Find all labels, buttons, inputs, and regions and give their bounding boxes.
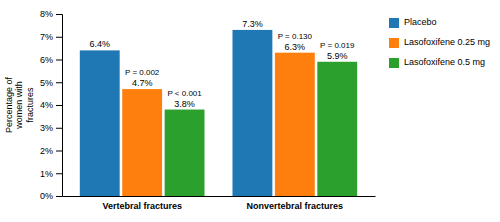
bar	[317, 62, 357, 196]
legend-item: Placebo	[389, 17, 437, 28]
x-tick-label: Vertebral fractures	[102, 201, 182, 211]
y-tick-mark	[56, 196, 62, 197]
y-tick-mark	[56, 14, 62, 15]
y-tick: 8%	[40, 9, 62, 19]
x-axis: Vertebral fractures Nonvertebral fracture…	[63, 197, 376, 212]
bar	[80, 50, 120, 196]
x-axis-line	[63, 196, 376, 197]
y-tick-label: 6%	[40, 55, 53, 65]
data-label: 5.9%	[327, 51, 348, 61]
data-label: 3.8%	[174, 99, 195, 109]
data-labels: 6.4% 7.3% 4.7% 6.3% 3.8% 5.9% P = 0.002 P < 0.0…	[89, 19, 354, 109]
annotation: P = 0.019	[320, 41, 355, 50]
y-tick-label: 4%	[40, 100, 53, 110]
y-tick-mark	[56, 105, 62, 106]
y-tick: 0%	[40, 191, 62, 201]
bar	[122, 89, 162, 196]
y-tick-mark	[56, 82, 62, 83]
y-tick-mark	[56, 37, 62, 38]
data-label: 6.3%	[285, 42, 306, 52]
y-tick-mark	[56, 173, 62, 174]
legend-label: Lasofoxifene 0.5 mg	[404, 57, 485, 67]
data-label: 6.4%	[89, 39, 110, 49]
bar	[232, 30, 272, 196]
y-tick-label: 7%	[40, 32, 53, 42]
legend-swatch	[389, 18, 399, 28]
y-tick-label: 8%	[40, 9, 53, 19]
y-axis: 0% 1% 2% 3% 4% 5% 6% 7% 8%	[40, 9, 63, 201]
y-tick-mark	[56, 128, 62, 129]
bars	[80, 30, 357, 196]
y-tick-label: 2%	[40, 146, 53, 156]
data-label: 4.7%	[132, 78, 153, 88]
legend-swatch	[389, 58, 399, 68]
annotation: P = 0.130	[278, 32, 313, 41]
legend-label: Placebo	[404, 17, 437, 27]
y-tick: 5%	[40, 78, 62, 88]
y-tick-mark	[56, 60, 62, 61]
legend-swatch	[389, 38, 399, 48]
data-label: 7.3%	[242, 19, 263, 29]
legend: Placebo Lasofoxifene 0.25 mg Lasofoxifene …	[389, 17, 490, 68]
legend-item: Lasofoxifene 0.5 mg	[389, 57, 485, 68]
y-tick-label: 5%	[40, 78, 53, 88]
y-tick: 2%	[40, 146, 62, 156]
y-tick: 1%	[40, 169, 62, 179]
x-tick: Nonvertebral fractures	[247, 201, 344, 211]
chart: 0% 1% 2% 3% 4% 5% 6% 7% 8% Vertebral fractures Non…	[0, 0, 500, 222]
y-tick-label: 3%	[40, 123, 53, 133]
annotation: P < 0.001	[167, 89, 202, 98]
y-axis-title: Percentage ofwomen withfractures	[4, 76, 35, 133]
legend-label: Lasofoxifene 0.25 mg	[404, 37, 490, 47]
y-tick: 4%	[40, 100, 62, 110]
y-axis-line	[56, 15, 63, 197]
y-tick: 7%	[40, 32, 62, 42]
bar	[165, 110, 205, 196]
annotation: P = 0.002	[125, 68, 160, 77]
x-tick-label: Nonvertebral fractures	[247, 201, 344, 211]
x-tick: Vertebral fractures	[102, 201, 182, 211]
y-tick: 6%	[40, 55, 62, 65]
y-tick-mark	[56, 151, 62, 152]
bar	[275, 53, 315, 196]
y-tick-label: 0%	[40, 191, 53, 201]
y-tick: 3%	[40, 123, 62, 133]
y-tick-label: 1%	[40, 169, 53, 179]
legend-item: Lasofoxifene 0.25 mg	[389, 37, 490, 48]
